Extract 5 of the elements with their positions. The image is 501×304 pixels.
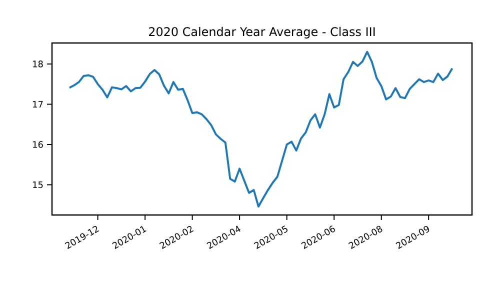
- chart-title: 2020 Calendar Year Average - Class III: [149, 26, 375, 38]
- y-tick-label: 16: [33, 141, 43, 148]
- y-tick-label: 18: [33, 60, 43, 68]
- y-tick-label: 17: [33, 100, 43, 108]
- y-tick-label: 15: [33, 181, 43, 188]
